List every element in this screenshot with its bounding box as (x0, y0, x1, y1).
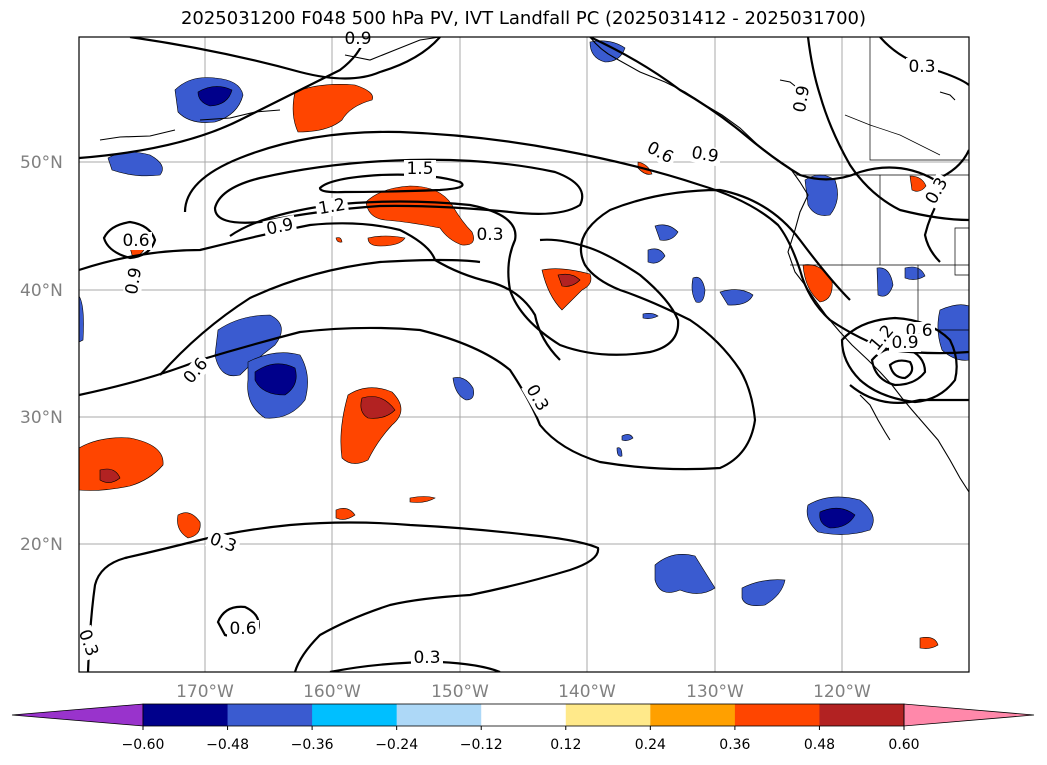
contour-label-bg (204, 529, 242, 557)
colorbar-segment (312, 704, 398, 726)
colorbar-extend-high (903, 703, 1035, 727)
contour-label-bg (641, 137, 679, 169)
contour-label: 1.2 (317, 195, 347, 219)
lon-label: 150°W (431, 682, 489, 702)
contour-label: 0.9 (790, 84, 814, 114)
contour-label: 0.6 (229, 619, 256, 639)
contour-label-bg (262, 214, 298, 240)
colorbar-tick-label: −0.36 (291, 737, 334, 753)
positive-anomaly-areas (79, 84, 939, 649)
colorbar-tick-label: 0.12 (550, 737, 581, 753)
contour-label: 0.3 (413, 648, 440, 668)
contour-label-bg (864, 319, 900, 357)
colorbar-tick-label: 0.36 (719, 737, 750, 753)
colorbar-tick-label: 0.24 (635, 737, 666, 753)
colorbar-tick-label: 0.48 (804, 737, 835, 753)
contour-label: 1.5 (406, 159, 433, 179)
contour-label-bg (404, 160, 436, 178)
contour-label-bg (521, 379, 553, 417)
contour-label-bg (227, 620, 259, 638)
lat-label: 30°N (20, 408, 63, 428)
colorbar-segment (143, 704, 229, 726)
lat-label: 50°N (20, 153, 63, 173)
contour-label-bg (74, 624, 102, 662)
lon-label: 160°W (303, 682, 361, 702)
contour-label: 0.9 (690, 143, 720, 167)
colorbar-tick-label: −0.60 (122, 737, 165, 753)
contour-label-bg (790, 81, 814, 117)
contour-label-bg (906, 58, 938, 76)
colorbar-segment (396, 704, 482, 726)
lat-label: 40°N (20, 281, 63, 301)
colorbar-segment (650, 704, 736, 726)
colorbar-tick-label: −0.48 (206, 737, 249, 753)
lon-label: 170°W (176, 682, 234, 702)
lon-labels: 170°W 160°W 150°W 140°W 130°W 120°W (176, 682, 871, 702)
pv-contours (79, 37, 969, 672)
colorbar-segment (227, 704, 313, 726)
contour-label-bg (921, 172, 953, 210)
colorbar-tick-label: −0.24 (375, 737, 418, 753)
colorbar-segment (481, 704, 567, 726)
contour-label: 0.3 (908, 57, 935, 77)
contour-label-bg (122, 263, 146, 299)
colorbar-segment (734, 704, 820, 726)
contour-label-bg (314, 195, 350, 219)
colorbar-segment (565, 704, 651, 726)
colorbar-tick-label: 0.60 (888, 737, 919, 753)
colorbar-extend-low (11, 703, 144, 727)
contour-label-bg (474, 226, 506, 244)
lat-label: 20°N (20, 535, 63, 555)
contour-label-bg (178, 352, 214, 390)
contour-label-bg (342, 30, 374, 48)
contour-label: 0.9 (344, 29, 371, 49)
colorbar-frame (142, 703, 905, 727)
contour-label-bg (411, 649, 443, 667)
contour-label-bg (120, 232, 152, 250)
contour-label: 0.6 (122, 231, 149, 251)
map-frame (78, 36, 970, 673)
lon-label: 120°W (813, 682, 871, 702)
contour-label-bg (889, 334, 921, 352)
lon-label: 130°W (686, 682, 744, 702)
contour-label-bg (687, 143, 723, 167)
colorbar-tick-label: −0.12 (460, 737, 503, 753)
colorbar-segment (819, 704, 905, 726)
coastlines (99, 37, 969, 493)
lon-label: 140°W (558, 682, 616, 702)
contour-label: 0.9 (891, 333, 918, 353)
contour-label: 0.3 (476, 225, 503, 245)
contour-label: 0.9 (122, 266, 146, 296)
colorbar: −0.60 −0.48 −0.36 −0.24 −0.12 0.12 0.24 0.36 0.4… (11, 703, 1035, 753)
lat-labels: 50°N 40°N 30°N 20°N (20, 153, 63, 555)
map-title: 2025031200 F048 500 hPa PV, IVT Landfall… (180, 8, 867, 29)
